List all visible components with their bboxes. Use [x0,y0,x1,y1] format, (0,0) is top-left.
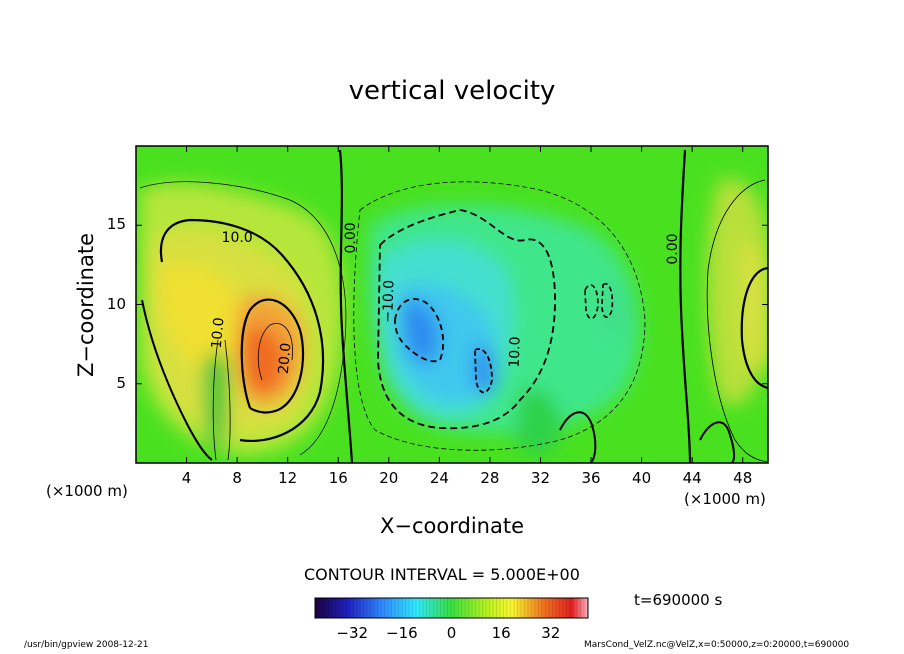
contour-label: 10.0 [507,336,524,368]
x-tick-label: 36 [581,469,601,487]
colorbar-tick-label: 0 [447,624,457,642]
contour-label: 10.0 [222,230,253,246]
contour-label: 10.0 [209,317,228,349]
footer-left: /usr/bin/gpview 2008-12-21 [24,640,149,650]
x-tick-label: 12 [278,469,298,487]
y-tick-label: 10 [106,294,126,313]
contour-label: 0.00 [665,233,681,264]
time-label: t=690000 s [634,591,723,609]
contour-lines [139,149,768,463]
colorbar-tick-label: −16 [386,624,418,642]
y-ticks [136,224,768,385]
footer-right: MarsCond_VelZ.nc@VelZ,x=0:50000,z=0:2000… [584,640,850,650]
x-tick-label: 24 [429,469,449,487]
x-axis-label: X−coordinate [380,514,524,538]
colorbar [314,597,589,619]
colorbar-tick-label: 32 [541,624,560,642]
colorbar-ticks: −32 −16 0 16 32 [336,624,560,642]
x-tick-label: 44 [682,469,702,487]
x-tick-label: 16 [328,469,348,487]
colorbar-tick-label: −32 [336,624,368,642]
contour-interval: CONTOUR INTERVAL = 5.000E+00 [304,565,580,584]
x-tick-label: 40 [632,469,652,487]
y-tick-label: 5 [116,373,126,392]
x-tick-label: 20 [379,469,399,487]
x-tick-label: 8 [232,469,242,487]
contour-labels: 10.0 10.0 20.0 0.00 −10.0 10.0 0.00 [209,222,681,374]
y-tick-label: 15 [106,215,126,234]
x-unit-right: (×1000 m) [684,490,766,508]
y-axis-label: Z−coordinate [74,233,98,377]
plot-field [136,146,768,463]
contour-label: −10.0 [380,280,397,323]
x-tick-label: 28 [480,469,500,487]
x-ticks [186,146,744,463]
x-tick-label: 32 [530,469,551,487]
colorbar-tick-label: 16 [492,624,511,642]
x-tick-label: 4 [181,469,192,487]
chart-title: vertical velocity [348,76,556,106]
x-tick-label: 48 [733,469,753,487]
contour-label: 20.0 [276,342,295,374]
x-unit-left: (×1000 m) [46,482,128,500]
contour-label: 0.00 [343,222,359,253]
